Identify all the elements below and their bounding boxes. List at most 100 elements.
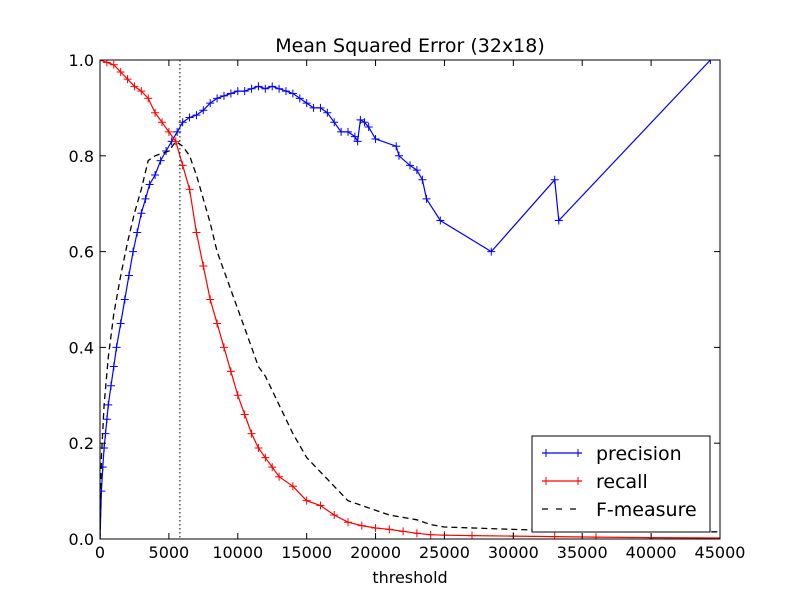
data-point-marker xyxy=(344,518,352,527)
data-point-marker xyxy=(137,209,146,218)
legend-label: F-measure xyxy=(596,499,697,521)
data-point-marker xyxy=(220,343,228,352)
data-point-marker xyxy=(302,99,311,108)
data-point-marker xyxy=(337,127,346,136)
data-point-marker xyxy=(213,94,222,103)
data-point-marker xyxy=(116,319,125,328)
data-point-marker xyxy=(185,185,194,194)
data-point-marker xyxy=(185,113,194,122)
x-tick-label: 20000 xyxy=(350,543,401,562)
data-point-marker xyxy=(130,82,139,91)
x-tick-label: 25000 xyxy=(419,543,470,562)
data-point-marker xyxy=(102,415,111,424)
data-point-marker xyxy=(261,84,270,93)
data-point-marker xyxy=(116,67,125,76)
legend-marker xyxy=(542,449,550,457)
x-axis-label: threshold xyxy=(372,568,447,587)
data-point-marker xyxy=(316,501,325,510)
data-point-marker xyxy=(295,94,304,103)
data-point-marker xyxy=(158,118,166,127)
data-point-marker xyxy=(240,410,249,419)
data-point-marker xyxy=(436,216,445,225)
data-point-marker xyxy=(233,87,242,96)
data-point-marker xyxy=(120,295,129,304)
data-point-marker xyxy=(151,170,160,179)
data-point-marker xyxy=(133,228,142,237)
x-tick-label: 0 xyxy=(95,543,105,562)
data-point-marker xyxy=(268,82,277,91)
y-tick-label: 0.2 xyxy=(69,434,94,453)
data-point-marker xyxy=(261,453,270,462)
data-point-marker xyxy=(171,137,180,146)
data-point-marker xyxy=(144,94,153,103)
data-point-marker xyxy=(592,533,600,539)
data-point-marker xyxy=(164,127,173,136)
data-point-marker xyxy=(275,472,284,481)
data-point-marker xyxy=(247,429,256,438)
x-tick-label: 30000 xyxy=(488,543,539,562)
data-point-marker xyxy=(137,87,146,96)
legend-marker xyxy=(574,449,582,457)
data-point-marker xyxy=(206,295,215,304)
series-line xyxy=(100,140,720,539)
legend-marker xyxy=(542,477,550,485)
data-point-marker xyxy=(309,103,318,112)
data-point-marker xyxy=(412,529,421,538)
x-tick-label: 10000 xyxy=(212,543,263,562)
y-tick-label: 0.8 xyxy=(69,147,94,166)
data-point-marker xyxy=(199,106,208,115)
legend-item: F-measure xyxy=(542,499,697,521)
data-point-marker xyxy=(330,118,339,127)
data-point-marker xyxy=(206,99,215,108)
data-point-marker xyxy=(247,84,256,93)
data-point-marker xyxy=(385,525,394,534)
data-point-marker xyxy=(220,91,228,100)
data-point-marker xyxy=(323,108,332,117)
data-point-marker xyxy=(123,75,132,84)
data-point-marker xyxy=(254,82,263,91)
data-point-marker xyxy=(392,142,401,151)
legend-label: recall xyxy=(596,471,648,493)
legend: precision recall F-measure xyxy=(531,435,711,533)
data-point-marker xyxy=(371,135,380,144)
data-point-marker xyxy=(316,103,325,112)
data-point-marker xyxy=(399,527,408,536)
data-point-marker xyxy=(109,60,118,69)
data-point-marker xyxy=(192,111,201,120)
data-point-marker xyxy=(268,463,277,472)
series-f-measure xyxy=(100,140,720,539)
data-point-marker xyxy=(394,151,403,160)
y-tick-label: 0.6 xyxy=(69,243,94,262)
data-point-marker xyxy=(275,84,284,93)
data-point-marker xyxy=(706,60,715,64)
x-tick-label: 35000 xyxy=(557,543,608,562)
data-point-marker xyxy=(288,89,297,98)
series-layer xyxy=(100,60,720,539)
data-point-marker xyxy=(226,367,235,376)
data-point-marker xyxy=(357,521,366,530)
x-axis-ticks: 0 5000 10000 15000 20000 25000 30000 35000 40000… xyxy=(95,60,745,562)
x-tick-label: 40000 xyxy=(626,543,677,562)
data-point-marker xyxy=(141,194,150,203)
data-point-marker xyxy=(418,175,427,184)
y-tick-label: 0.0 xyxy=(69,530,94,549)
data-point-marker xyxy=(356,115,365,124)
data-point-marker xyxy=(145,180,154,189)
data-point-marker xyxy=(213,319,222,328)
legend-item: recall xyxy=(542,471,648,493)
data-point-marker xyxy=(422,194,431,203)
legend-label: precision xyxy=(596,443,682,465)
data-point-marker xyxy=(364,123,373,132)
y-axis-ticks: 0.0 0.2 0.4 0.6 0.8 1.0 xyxy=(69,51,720,549)
x-tick-label: 5000 xyxy=(149,543,190,562)
data-point-marker xyxy=(330,511,339,520)
data-point-marker xyxy=(550,532,559,539)
data-point-marker xyxy=(192,228,201,237)
data-point-marker xyxy=(468,531,476,539)
data-point-marker xyxy=(360,118,369,127)
data-point-marker xyxy=(240,87,249,96)
plot-area-frame xyxy=(99,59,721,540)
series-precision xyxy=(100,60,715,539)
